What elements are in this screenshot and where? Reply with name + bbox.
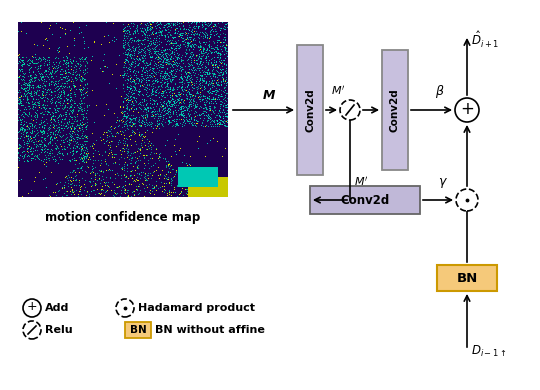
Text: $\hat{D}_{i+1}$: $\hat{D}_{i+1}$	[471, 30, 499, 50]
Text: BN: BN	[130, 325, 146, 335]
Text: Add: Add	[45, 303, 69, 313]
Circle shape	[23, 299, 41, 317]
Text: +: +	[460, 100, 474, 118]
Text: $\gamma$: $\gamma$	[438, 176, 448, 190]
Text: Relu: Relu	[45, 325, 72, 335]
Bar	[297, 45, 323, 175]
Text: $\boldsymbol{M'}$: $\boldsymbol{M'}$	[354, 176, 368, 188]
Circle shape	[456, 189, 478, 211]
Text: motion confidence map: motion confidence map	[45, 211, 201, 224]
Text: +: +	[26, 301, 37, 314]
Text: Conv2d: Conv2d	[390, 88, 400, 132]
Bar	[382, 50, 408, 170]
Text: $\beta$: $\beta$	[435, 83, 445, 100]
Bar	[310, 186, 420, 214]
Text: Conv2d: Conv2d	[305, 88, 315, 132]
Text: $D_{i-1\uparrow}$: $D_{i-1\uparrow}$	[471, 344, 507, 359]
Circle shape	[340, 100, 360, 120]
Bar	[437, 265, 497, 291]
Text: Conv2d: Conv2d	[340, 193, 390, 206]
Circle shape	[116, 299, 134, 317]
Text: BN: BN	[456, 271, 477, 284]
Bar	[125, 322, 151, 338]
Text: BN without affine: BN without affine	[155, 325, 265, 335]
Text: $\boldsymbol{M'}$: $\boldsymbol{M'}$	[330, 84, 345, 97]
Text: $\boldsymbol{M}$: $\boldsymbol{M}$	[262, 89, 276, 102]
Text: Hadamard product: Hadamard product	[138, 303, 255, 313]
Circle shape	[455, 98, 479, 122]
Circle shape	[23, 321, 41, 339]
